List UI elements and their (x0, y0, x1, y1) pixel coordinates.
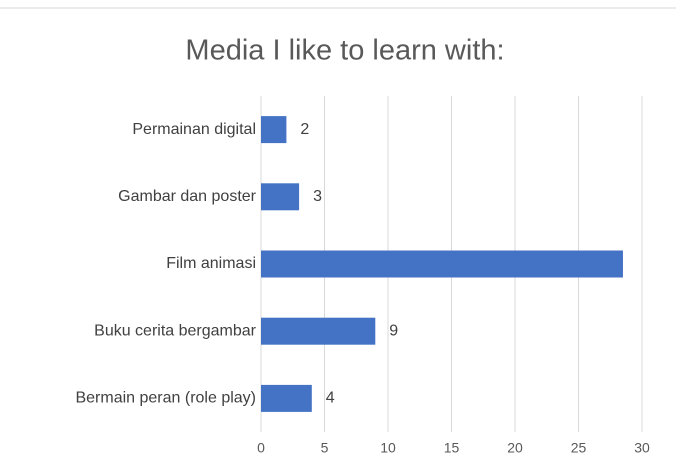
y-tick-label: Bermain peran (role play) (75, 390, 256, 407)
bar (261, 183, 300, 211)
y-tick-label: Film animasi (166, 255, 256, 272)
bar (261, 317, 376, 345)
bar (261, 116, 287, 144)
bar (261, 384, 312, 412)
y-tick-label: Buku cerita bergambar (94, 322, 257, 339)
data-label: 9 (389, 322, 398, 339)
x-tick-label: 30 (634, 440, 650, 456)
x-tick-label: 15 (444, 440, 460, 456)
data-label: 3 (313, 188, 322, 205)
y-tick-label: Gambar dan poster (118, 188, 257, 205)
data-label: 2 (300, 121, 309, 138)
x-tick-label: 10 (380, 440, 396, 456)
x-tick-label: 0 (257, 440, 265, 456)
data-label: 4 (326, 390, 335, 407)
bar (261, 250, 623, 278)
x-tick-label: 25 (571, 440, 587, 456)
x-tick-label: 5 (321, 440, 329, 456)
chart-title: Media I like to learn with: (185, 35, 504, 67)
x-tick-label: 20 (507, 440, 523, 456)
y-tick-label: Permainan digital (132, 121, 256, 138)
